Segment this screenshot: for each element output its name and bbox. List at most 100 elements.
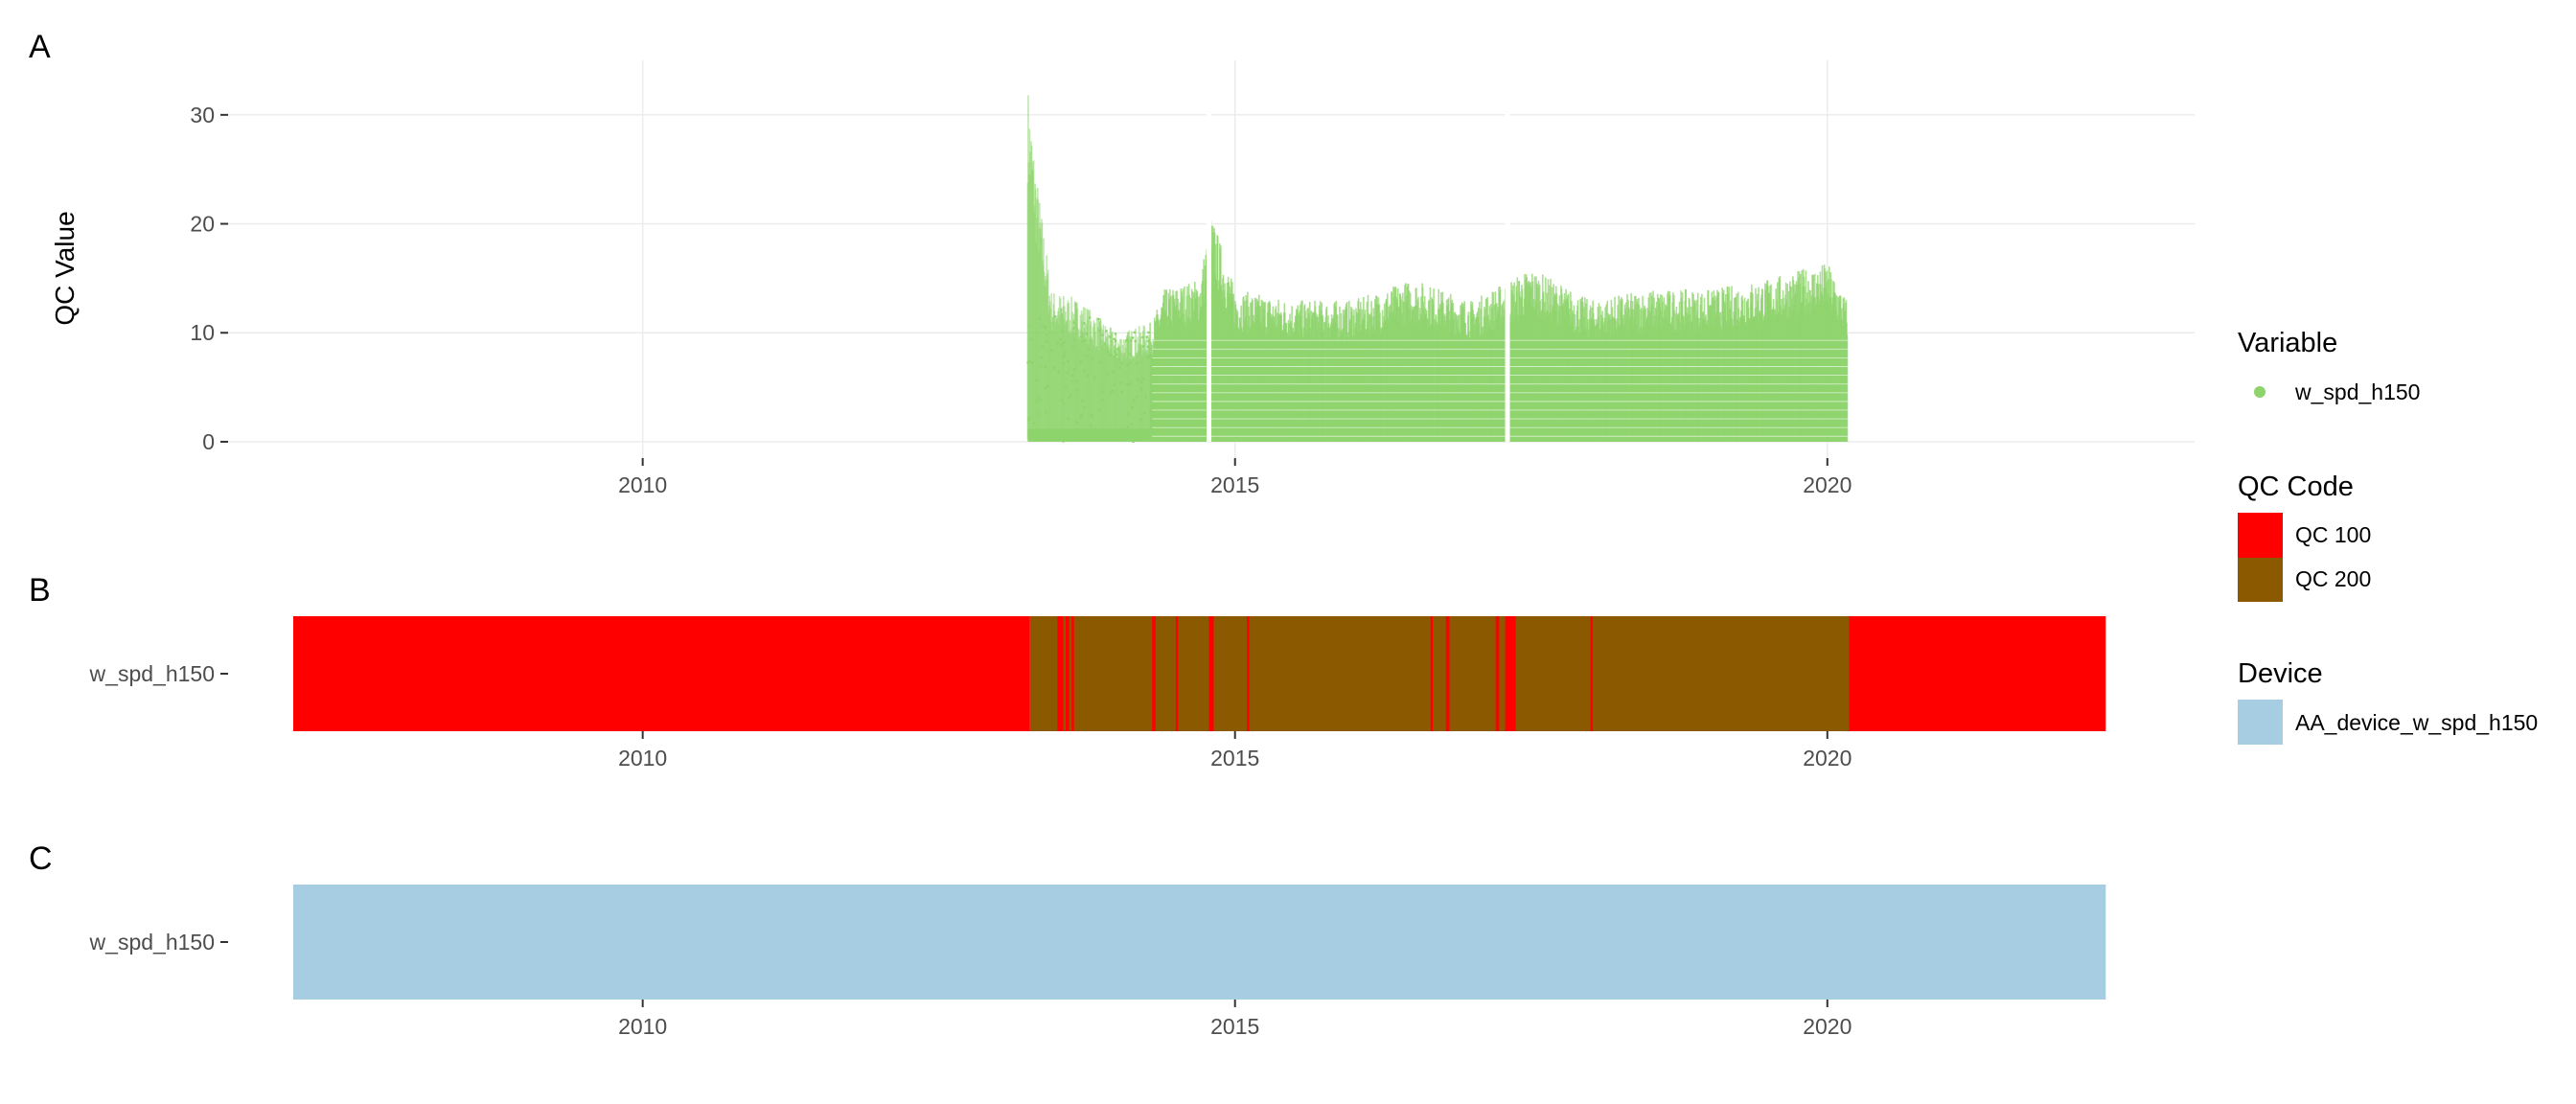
data-point <box>1038 317 1042 321</box>
data-point <box>1040 365 1043 368</box>
data-point <box>1129 353 1132 356</box>
data-point <box>1029 337 1032 341</box>
data-point <box>1110 354 1113 356</box>
data-point <box>1079 414 1083 417</box>
data-point <box>1068 396 1070 400</box>
data-point <box>1146 345 1150 348</box>
data-point <box>1075 389 1078 392</box>
data-point <box>1030 361 1033 364</box>
data-point <box>1136 361 1138 365</box>
data-point <box>1027 325 1030 328</box>
data-point <box>1071 344 1074 347</box>
legend-qc-100-key <box>2238 513 2283 558</box>
panel-b-qc100-sliver <box>1590 616 1594 731</box>
panel-b-x-tick-label: 2010 <box>618 746 667 770</box>
data-point <box>1101 399 1104 402</box>
data-point <box>1084 339 1087 342</box>
panel-b-x-tick-label: 2015 <box>1210 746 1259 770</box>
data-point <box>1126 426 1130 428</box>
data-point <box>1088 316 1092 319</box>
legend-device-title: Device <box>2238 658 2323 689</box>
data-point <box>1040 399 1043 402</box>
panel-c-x-tick-label: 2020 <box>1803 1014 1852 1039</box>
data-point <box>1085 355 1088 357</box>
panel-b-segment <box>292 616 1030 731</box>
data-point <box>1072 321 1075 325</box>
panel-a-tag: A <box>29 29 51 65</box>
data-point <box>1126 364 1130 367</box>
data-point <box>1035 379 1038 381</box>
panel-b-qc100-sliver <box>1175 616 1179 731</box>
data-point <box>1041 345 1045 348</box>
panel-c-category-label: w_spd_h150 <box>89 930 215 954</box>
legend-qc-100-label: QC 100 <box>2295 522 2371 547</box>
panel-b-qc100-sliver <box>1445 616 1450 731</box>
data-point <box>1035 400 1038 402</box>
data-point <box>1098 329 1101 333</box>
panel-b-qc100-sliver <box>1495 616 1500 731</box>
panel-a-x-tick-label: 2015 <box>1210 472 1259 497</box>
data-point <box>1130 423 1134 426</box>
data-point <box>1046 340 1049 343</box>
panel-a-series-w-spd-h150 <box>1026 60 1849 444</box>
data-point <box>1103 343 1107 346</box>
data-point <box>1126 412 1130 416</box>
panel-a-y-tick-label: 0 <box>202 429 215 454</box>
legend-qc-code-title: QC Code <box>2238 472 2354 502</box>
data-point <box>1126 383 1129 386</box>
panel-a-x-tick-label: 2020 <box>1803 472 1852 497</box>
data-point <box>1100 389 1104 393</box>
panel-c-tag: C <box>29 840 53 877</box>
panel-b-tag: B <box>29 572 51 609</box>
data-point <box>1113 337 1116 341</box>
data-point <box>1062 402 1065 405</box>
data-point <box>1097 409 1101 412</box>
data-point <box>1139 387 1143 391</box>
data-point <box>1141 335 1144 339</box>
data-point <box>1115 339 1117 343</box>
panel-c-plot: w_spd_h150 2010 2015 2020 <box>89 885 2106 1039</box>
data-point <box>1145 335 1148 338</box>
panel-b-qc100-sliver <box>1152 616 1156 731</box>
data-point <box>1118 366 1121 370</box>
panel-a-plot: 0 10 20 30 2010 2015 2020 <box>190 60 2195 497</box>
data-point <box>1083 322 1086 325</box>
data-point <box>1141 377 1144 380</box>
data-point <box>1063 355 1066 357</box>
data-point <box>1081 339 1085 343</box>
data-point <box>1139 418 1142 422</box>
data-point <box>1125 339 1128 342</box>
panel-b-qc100-sliver <box>1057 616 1064 731</box>
data-point <box>1126 338 1129 341</box>
data-point <box>1027 416 1030 420</box>
data-point <box>1053 314 1056 318</box>
data-point <box>1085 333 1089 335</box>
data-point <box>1120 361 1123 364</box>
data-point <box>1067 359 1070 362</box>
data-point <box>1134 339 1137 343</box>
data-point <box>1109 335 1112 338</box>
data-gap <box>1505 60 1510 442</box>
panel-b-qc100-sliver <box>1505 616 1516 731</box>
data-point <box>1045 334 1048 336</box>
data-point <box>1147 331 1150 334</box>
data-point <box>1111 389 1114 392</box>
legend-variable-label: w_spd_h150 <box>2294 380 2420 404</box>
data-point <box>1098 360 1101 364</box>
data-point <box>1075 421 1079 425</box>
panel-c-x-tick-label: 2010 <box>618 1014 667 1039</box>
data-point <box>1091 357 1093 360</box>
data-point <box>1079 360 1083 363</box>
panel-b-plot: w_spd_h150 2010 2015 2020 <box>89 616 2106 770</box>
data-point <box>1057 370 1061 373</box>
panel-a-y-tick-label: 30 <box>190 103 215 127</box>
data-point <box>1072 327 1075 330</box>
data-point <box>1113 383 1116 387</box>
legend-variable-title: Variable <box>2238 328 2337 358</box>
data-point <box>1133 331 1137 334</box>
data-point <box>1070 393 1072 397</box>
data-point <box>1076 380 1079 383</box>
panel-c-segment <box>292 885 2106 1000</box>
data-point <box>1052 322 1055 325</box>
legend-qc-200-label: QC 200 <box>2295 566 2371 591</box>
